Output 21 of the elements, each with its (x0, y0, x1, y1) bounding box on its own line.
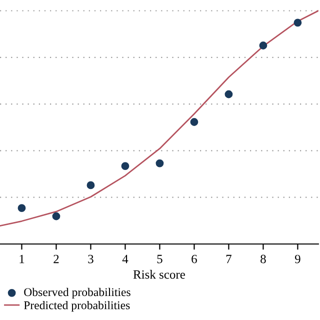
x-tick-label: 9 (294, 254, 300, 264)
x-tick-label: 8 (260, 254, 266, 264)
point (259, 42, 268, 50)
point (86, 181, 95, 190)
x-tick-label: 2 (54, 254, 59, 264)
point (18, 204, 26, 212)
point (190, 118, 198, 126)
point (294, 18, 302, 27)
x-tick-label: 5 (157, 254, 162, 264)
point (52, 212, 60, 220)
x-axis-title: Risk score (133, 270, 185, 279)
x-tick-label: 3 (88, 254, 94, 264)
x-tick-label: 6 (192, 254, 197, 264)
point (121, 162, 130, 170)
point (156, 159, 164, 168)
x-tick-label: 4 (122, 254, 128, 264)
point (224, 90, 233, 98)
x-tick-label: 1 (20, 254, 24, 264)
legend-label: Predicted probabilities (24, 300, 130, 312)
legend-label: Observed probabilities (24, 288, 130, 299)
x-tick-label: 7 (226, 254, 232, 264)
